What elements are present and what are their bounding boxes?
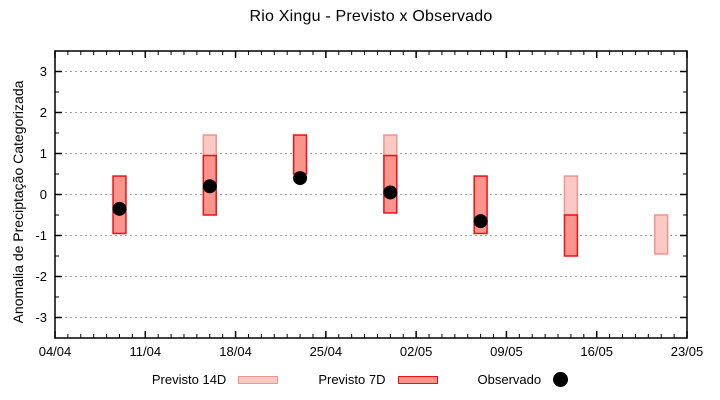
previsto-14d-bar: [202, 134, 217, 157]
y-tick-label: -1: [35, 227, 47, 243]
legend-item-previsto-14d: Previsto 14D: [151, 372, 279, 387]
observado-point: [473, 214, 488, 229]
previsto-14d-bar: [563, 175, 579, 216]
previsto-14d-swatch-icon: [238, 375, 279, 384]
y-tick-label: 0: [39, 186, 47, 202]
y-tick-label: -3: [35, 309, 47, 325]
previsto-14d-bar: [654, 214, 669, 255]
legend-label-previsto-7d: Previsto 7D: [318, 372, 386, 387]
x-tick-label: 25/04: [309, 344, 343, 359]
x-tick-label: 02/05: [399, 344, 433, 359]
x-tick-label: 23/05: [670, 344, 704, 359]
legend-label-observado: Observado: [477, 372, 542, 387]
legend-label-previsto-14d: Previsto 14D: [151, 372, 227, 387]
legend: Previsto 14D Previsto 7D Observado: [0, 372, 720, 387]
observado-point: [383, 185, 398, 200]
x-tick-label: 18/04: [219, 344, 252, 359]
x-tick-label: 09/05: [490, 344, 523, 359]
observado-point: [112, 201, 127, 216]
y-tick-label: 2: [39, 104, 47, 120]
previsto-7d-bar: [383, 154, 398, 214]
plot-border: [54, 50, 688, 339]
previsto-7d-bar: [563, 214, 579, 257]
y-tick-label: 1: [39, 145, 47, 161]
x-tick-label: 04/04: [38, 344, 72, 359]
legend-item-previsto-7d: Previsto 7D: [318, 372, 438, 387]
previsto-7d-bar: [292, 134, 308, 175]
observado-dot-icon: [553, 372, 569, 387]
x-tick-label: 16/05: [580, 344, 613, 359]
previsto-14d-bar: [383, 134, 398, 157]
chart-title: Rio Xingu - Previsto x Observado: [249, 8, 493, 25]
observado-point: [202, 179, 217, 194]
y-tick-label: 3: [39, 63, 47, 79]
x-tick-label: 11/04: [129, 344, 162, 359]
y-tick-label: -2: [35, 268, 47, 284]
observado-point: [293, 171, 308, 186]
legend-item-observado: Observado: [478, 372, 569, 387]
previsto-7d-swatch-icon: [397, 375, 438, 384]
